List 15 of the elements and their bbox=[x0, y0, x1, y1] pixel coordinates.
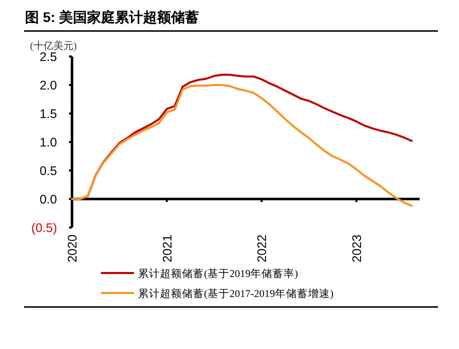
y-tick-label: 0.5 bbox=[40, 164, 58, 178]
x-tick-label: 2023 bbox=[350, 234, 364, 262]
y-tick-label: 0.0 bbox=[40, 192, 58, 206]
y-tick-label: (0.5) bbox=[31, 221, 57, 235]
y-tick-label: 2.5 bbox=[40, 50, 58, 64]
y-tick-label: 1.0 bbox=[40, 136, 58, 150]
y-axis-title: (十亿美元) bbox=[30, 40, 77, 52]
x-tick-label: 2022 bbox=[255, 234, 270, 262]
x-tick-label: 2021 bbox=[160, 234, 174, 262]
x-tick-label: 2020 bbox=[66, 234, 80, 262]
legend-label: 累计超额储蓄(基于2019年储蓄率) bbox=[138, 267, 298, 280]
y-tick-label: 1.5 bbox=[40, 107, 58, 121]
legend-label: 累计超额储蓄(基于2017-2019年储蓄增速) bbox=[138, 287, 334, 300]
chart-title: 图 5: 美国家庭累计超额储蓄 bbox=[25, 9, 200, 25]
y-tick-label: 2.0 bbox=[40, 78, 58, 92]
